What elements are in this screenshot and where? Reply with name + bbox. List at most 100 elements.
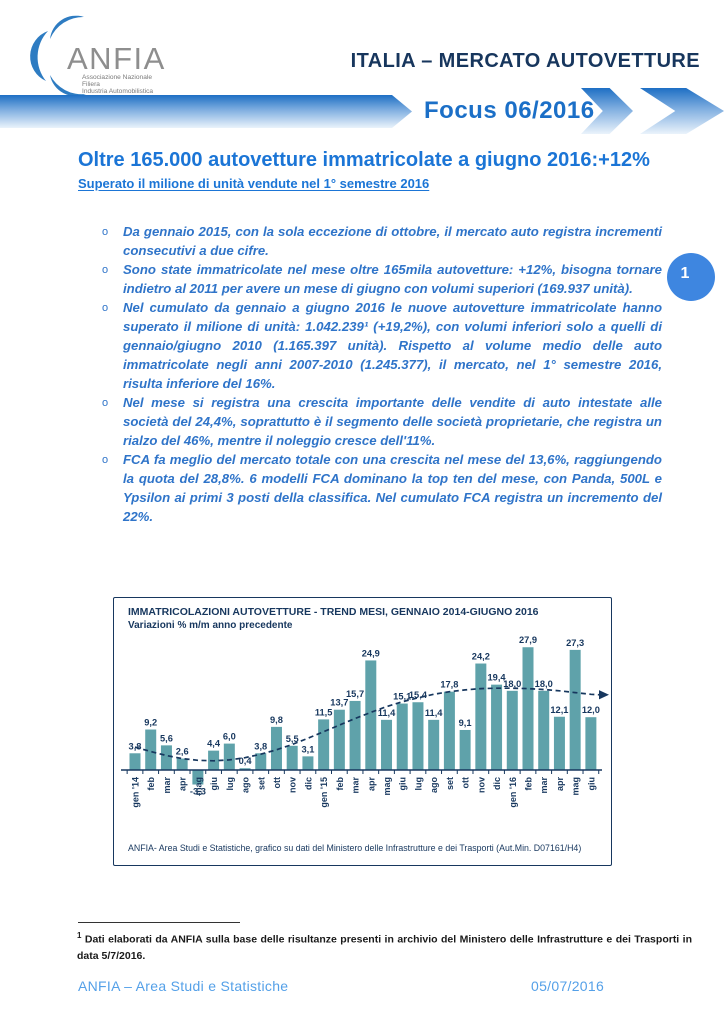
x-axis-label: feb [146, 776, 156, 790]
bar-value-label: 19,4 [488, 673, 507, 683]
page-number: 1 [680, 265, 690, 282]
x-axis-label: gen '16 [508, 777, 518, 808]
chart-plot: 3,89,25,62,6-3,34,46,00,43,89,85,53,111,… [121, 635, 609, 808]
anfia-logo: ANFIA Associazione Nazionale Filiera Ind… [30, 15, 166, 97]
bullet-item: Da gennaio 2015, con la sola eccezione d… [100, 222, 662, 260]
footnote-marker: 1 [77, 931, 82, 940]
bar [443, 691, 455, 770]
x-axis-label: apr [555, 777, 565, 792]
bar [428, 719, 440, 770]
bar-value-label: 5,5 [286, 734, 299, 744]
bar-value-label: 18,0 [503, 679, 521, 689]
x-axis-label: nov [288, 777, 298, 793]
x-axis-label: apr [366, 777, 376, 792]
bar-value-label: 12,1 [550, 705, 568, 715]
x-axis-label: dic [492, 777, 502, 790]
logo-wordmark: ANFIA [67, 41, 166, 76]
bar-value-label: 9,2 [144, 718, 157, 728]
footnote-separator [78, 922, 240, 923]
bar-value-label: 24,9 [362, 648, 380, 658]
bar-value-label: 15,7 [346, 689, 364, 699]
bar-value-label: 11,4 [378, 708, 396, 718]
bar [538, 690, 550, 770]
bar-value-label: 13,7 [330, 698, 348, 708]
bar-value-label: 11,5 [315, 707, 333, 717]
bar [491, 684, 503, 770]
bar [396, 703, 408, 770]
bar-value-label: 2,6 [176, 747, 189, 757]
bar-value-label: -3,3 [190, 787, 206, 797]
bar-value-label: 3,8 [129, 741, 142, 751]
x-axis-label: nov [476, 777, 486, 793]
bar [239, 768, 251, 770]
bar-value-label: 17,8 [440, 680, 458, 690]
x-axis-label: mar [539, 777, 549, 794]
bar [318, 719, 330, 770]
bar [333, 709, 345, 770]
x-axis-label: gen '15 [319, 777, 329, 808]
bar [553, 716, 565, 770]
x-axis-label: giu [209, 777, 219, 791]
trend-arrow-icon [599, 690, 609, 700]
bar-value-label: 27,9 [519, 635, 537, 645]
x-axis-label: lug [225, 777, 235, 791]
x-axis-label: gen '14 [131, 777, 141, 808]
focus-band [0, 95, 412, 128]
bullet-item: Nel cumulato da gennaio a giugno 2016 le… [100, 298, 662, 393]
x-axis-label: feb [524, 776, 534, 790]
x-axis-label: giu [398, 777, 408, 791]
bullet-item: Sono state immatricolate nel mese oltre … [100, 260, 662, 298]
x-axis-label: ott [272, 777, 282, 789]
bar [569, 649, 581, 770]
svg-text:Associazione Nazionale: Associazione Nazionale [82, 74, 152, 81]
bar-value-label: 0,4 [239, 756, 253, 766]
bar-value-label: 24,2 [472, 652, 490, 662]
bar [160, 745, 172, 770]
bar-value-label: 4,4 [207, 739, 221, 749]
bullet-list: Da gennaio 2015, con la sola eccezione d… [100, 222, 662, 526]
bar [412, 702, 424, 770]
x-axis-label: ago [429, 777, 439, 794]
x-axis-label: mag [571, 777, 581, 796]
footnote-text: Dati elaborati da ANFIA sulla base delle… [77, 933, 692, 962]
x-axis-label: giu [586, 777, 596, 791]
bar [506, 690, 518, 770]
x-axis-label: mag [193, 777, 203, 796]
bar-value-label: 3,1 [301, 744, 314, 754]
x-axis-label: mar [162, 777, 172, 794]
chart-subtitle: Variazioni % m/m anno precedente [128, 620, 293, 631]
bar [176, 758, 188, 770]
bar-value-label: 5,6 [160, 733, 173, 743]
svg-text:Industria Automobilistica: Industria Automobilistica [82, 88, 153, 95]
bar [255, 753, 267, 770]
x-axis-label: set [256, 777, 266, 790]
bar-value-label: 12,0 [582, 705, 600, 715]
bar-value-label: 3,8 [254, 741, 267, 751]
x-axis-label: dic [303, 777, 313, 790]
bar [522, 647, 534, 770]
bar-value-label: 27,3 [566, 638, 584, 648]
footer-right: 05/07/2016 [531, 978, 605, 994]
x-axis-label: lug [413, 777, 423, 791]
bar-value-label: 6,0 [223, 732, 236, 742]
bar [129, 753, 141, 770]
chart-title: IMMATRICOLAZIONI AUTOVETTURE - TREND MES… [128, 606, 539, 618]
bar [349, 700, 361, 770]
bar [192, 770, 204, 785]
bar [459, 729, 471, 770]
focus-label: Focus 06/2016 [424, 97, 595, 124]
chart-panel: IMMATRICOLAZIONI AUTOVETTURE - TREND MES… [113, 597, 612, 866]
logo-swirl-icon [30, 15, 86, 97]
bar-value-label: 11,4 [425, 708, 443, 718]
bar-value-label: 18,0 [535, 679, 553, 689]
bar-value-label: 9,1 [459, 718, 472, 728]
bullet-item: FCA fa meglio del mercato totale con una… [100, 450, 662, 526]
chevron-right-icon [640, 88, 724, 134]
bar [223, 743, 235, 770]
x-axis-label: ago [241, 777, 251, 794]
market-title: ITALIA – MERCATO AUTOVETTURE [350, 50, 700, 72]
x-axis-label: mag [382, 777, 392, 796]
bar [365, 660, 377, 770]
trend-line [134, 687, 601, 762]
